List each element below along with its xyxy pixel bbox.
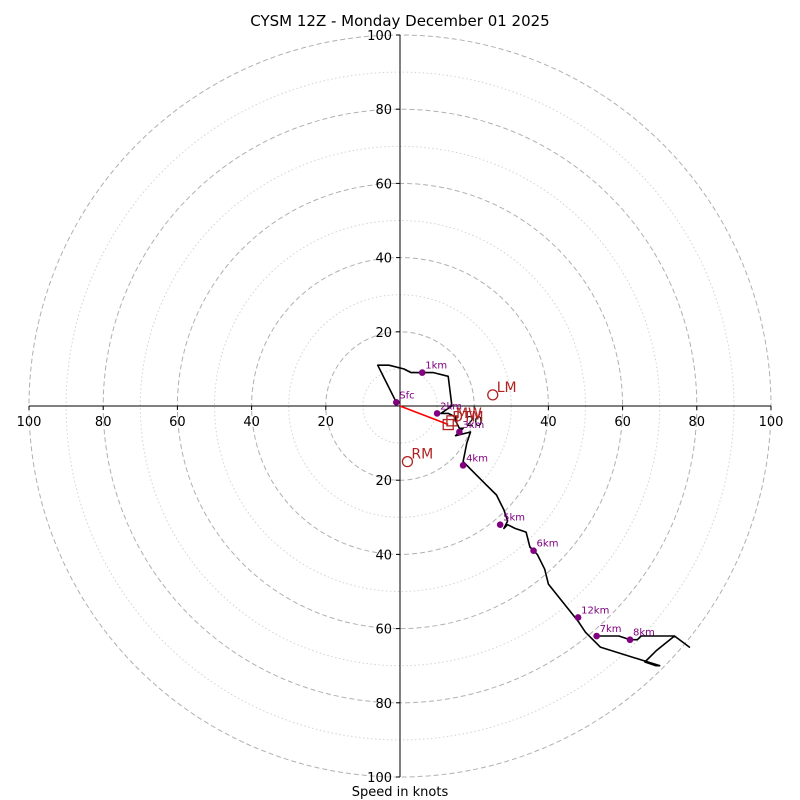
motion-label-dtm: DTM [452, 410, 483, 426]
y-tick-label: 60 [375, 623, 392, 638]
y-tick-label: 60 [375, 177, 392, 192]
chart-title: CYSM 12Z - Monday December 01 2025 [250, 12, 549, 30]
height-label-3km: 3km [462, 420, 484, 431]
x-axis-label: Speed in knots [352, 785, 449, 800]
height-label-6km: 6km [537, 539, 559, 550]
motion-label-rm: RM [411, 447, 433, 463]
y-tick-label: 20 [375, 326, 392, 341]
x-tick-label: 60 [169, 415, 186, 430]
hodograph-line [376, 364, 691, 667]
motion-marker-lm [487, 389, 499, 401]
height-marker-4km [459, 462, 467, 469]
height-label-7km: 7km [600, 624, 622, 635]
motion-label-mw: MW [456, 406, 482, 422]
height-label-4km: 4km [466, 453, 488, 464]
height-marker-1km [418, 369, 426, 376]
height-marker-sfc [392, 398, 400, 406]
height-marker-5km [496, 521, 504, 529]
x-tick-label: 60 [614, 415, 631, 430]
x-tick-label: 100 [17, 415, 42, 430]
height-marker-7km [593, 632, 600, 640]
bulk-shear-line [399, 405, 449, 426]
height-label-12km: 12km [581, 605, 609, 616]
height-marker-8km [626, 636, 634, 644]
y-tick-label: 80 [375, 697, 392, 712]
y-tick-label: 40 [375, 252, 392, 267]
y-tick-label: 80 [375, 103, 392, 118]
height-label-sfc: Sfc [399, 390, 414, 401]
x-tick-label: 80 [95, 415, 112, 430]
height-label-8km: 8km [633, 628, 655, 639]
y-tick-label: 100 [367, 29, 392, 44]
height-marker-2km [433, 410, 441, 417]
height-label-2km: 2km [440, 401, 462, 412]
height-marker-6km [530, 547, 537, 554]
motion-marker-rm [401, 455, 414, 468]
height-marker-3km [456, 428, 463, 436]
height-label-5km: 5km [503, 513, 525, 524]
y-tick-label: 20 [375, 474, 392, 489]
y-tick-label: 40 [375, 548, 392, 563]
x-tick-label: 40 [540, 415, 557, 430]
x-tick-label: 20 [318, 415, 335, 430]
height-marker-12km [574, 614, 582, 621]
motion-label-lm: LM [497, 380, 517, 396]
wind-trace [376, 364, 691, 667]
motion-marker-mw [446, 415, 458, 427]
height-label-1km: 1km [425, 361, 447, 372]
shear-vector [399, 405, 449, 426]
motion-marker-dtm [442, 418, 454, 431]
x-tick-label: 20 [466, 415, 483, 430]
x-tick-label: 100 [759, 415, 784, 430]
y-tick-label: 100 [367, 771, 392, 786]
x-tick-label: 40 [243, 415, 260, 430]
axis-ticks: 100 80 60 40 20 20 40 60 80 100 100 80 60 40 20 20 40 60 8… [17, 29, 784, 786]
x-tick-label: 80 [689, 415, 706, 430]
